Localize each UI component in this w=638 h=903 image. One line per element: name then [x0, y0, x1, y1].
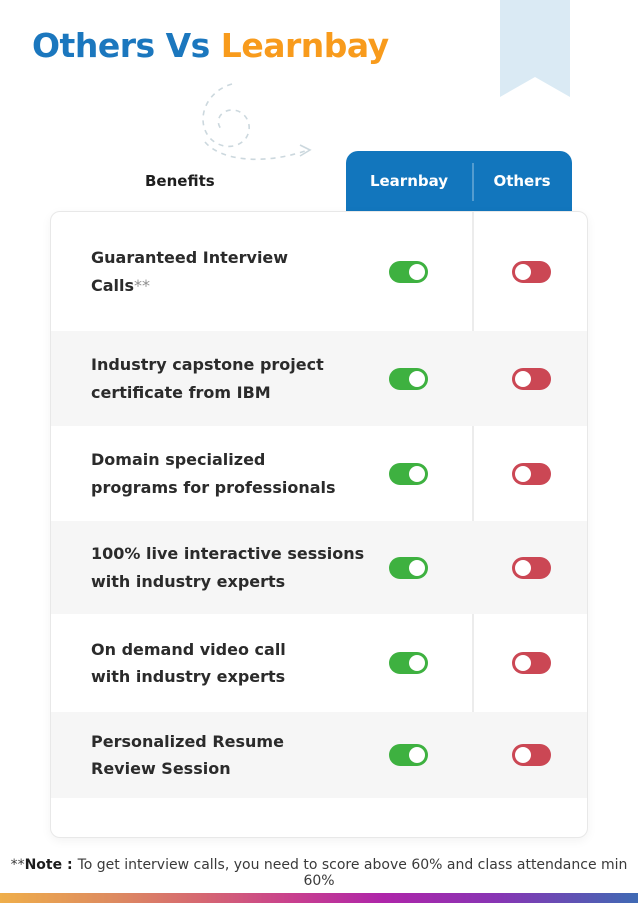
- benefit-text: Guaranteed Interview Calls: [91, 248, 289, 295]
- toggle-knob: [515, 263, 531, 280]
- toggle-knob: [409, 559, 425, 576]
- benefit-suffix: **: [134, 275, 151, 295]
- table-row: Industry capstone project certificate fr…: [51, 331, 587, 426]
- table-row: Personalized Resume Review Session: [51, 712, 587, 798]
- table-row: Guaranteed Interview Calls**: [51, 212, 587, 331]
- benefit-text: Personalized Resume Review Session: [91, 731, 284, 778]
- toggle-knob: [409, 655, 425, 671]
- benefit-label: Industry capstone project certificate fr…: [91, 331, 391, 426]
- toggle-others[interactable]: [512, 556, 551, 579]
- footnote-label: Note :: [24, 857, 73, 873]
- benefit-label: Domain specialized programs for professi…: [91, 426, 391, 521]
- toggle-knob: [515, 465, 531, 482]
- toggle-others[interactable]: [512, 744, 551, 766]
- column-header-learnbay: Learnbay: [369, 172, 449, 190]
- benefit-label: Guaranteed Interview Calls**: [91, 212, 391, 331]
- benefit-text: 100% live interactive sessions with indu…: [91, 544, 365, 591]
- toggle-knob: [409, 263, 425, 280]
- toggle-learnbay[interactable]: [389, 462, 428, 485]
- footnote: **Note : To get interview calls, you need…: [0, 857, 638, 889]
- benefit-text: Domain specialized programs for professi…: [91, 450, 336, 497]
- page-title-others-vs: Others Vs: [32, 26, 210, 65]
- table-row: 100% live interactive sessions with indu…: [51, 521, 587, 614]
- toggle-learnbay[interactable]: [389, 652, 428, 674]
- benefit-text: Industry capstone project certificate fr…: [91, 355, 324, 402]
- benefit-text: On demand video call with industry exper…: [91, 639, 286, 686]
- footnote-text: To get interview calls, you need to scor…: [77, 857, 628, 889]
- toggle-knob: [515, 370, 531, 387]
- bottom-gradient-bar: [0, 893, 638, 903]
- toggle-others[interactable]: [512, 260, 551, 283]
- column-header-others: Others: [493, 172, 551, 190]
- bookmark-ribbon-icon: [500, 0, 570, 97]
- toggle-knob: [515, 559, 531, 576]
- toggle-knob: [409, 370, 425, 387]
- toggle-knob: [515, 747, 531, 763]
- page-title: Others Vs Learnbay: [32, 26, 389, 65]
- benefit-label: On demand video call with industry exper…: [91, 614, 391, 712]
- footnote-stars: **: [10, 857, 25, 873]
- toggle-learnbay[interactable]: [389, 260, 428, 283]
- toggle-others[interactable]: [512, 652, 551, 674]
- toggle-knob: [409, 747, 425, 763]
- column-divider-line: [472, 212, 474, 798]
- header-divider: [472, 163, 474, 201]
- toggle-knob: [409, 465, 425, 482]
- benefits-column-header: Benefits: [145, 172, 215, 190]
- table-row: On demand video call with industry exper…: [51, 614, 587, 712]
- toggle-knob: [515, 655, 531, 671]
- toggle-others[interactable]: [512, 367, 551, 390]
- benefit-label: 100% live interactive sessions with indu…: [91, 521, 391, 614]
- toggle-others[interactable]: [512, 462, 551, 485]
- toggle-learnbay[interactable]: [389, 556, 428, 579]
- comparison-table-card: Guaranteed Interview Calls** Industry ca…: [50, 211, 588, 838]
- toggle-learnbay[interactable]: [389, 744, 428, 766]
- benefit-label: Personalized Resume Review Session: [91, 712, 391, 798]
- dashed-curl-arrow-icon: [202, 83, 312, 161]
- page-title-learnbay: Learnbay: [220, 26, 389, 65]
- comparison-header-tab: Learnbay Others: [346, 151, 572, 211]
- toggle-learnbay[interactable]: [389, 367, 428, 390]
- table-row: Domain specialized programs for professi…: [51, 426, 587, 521]
